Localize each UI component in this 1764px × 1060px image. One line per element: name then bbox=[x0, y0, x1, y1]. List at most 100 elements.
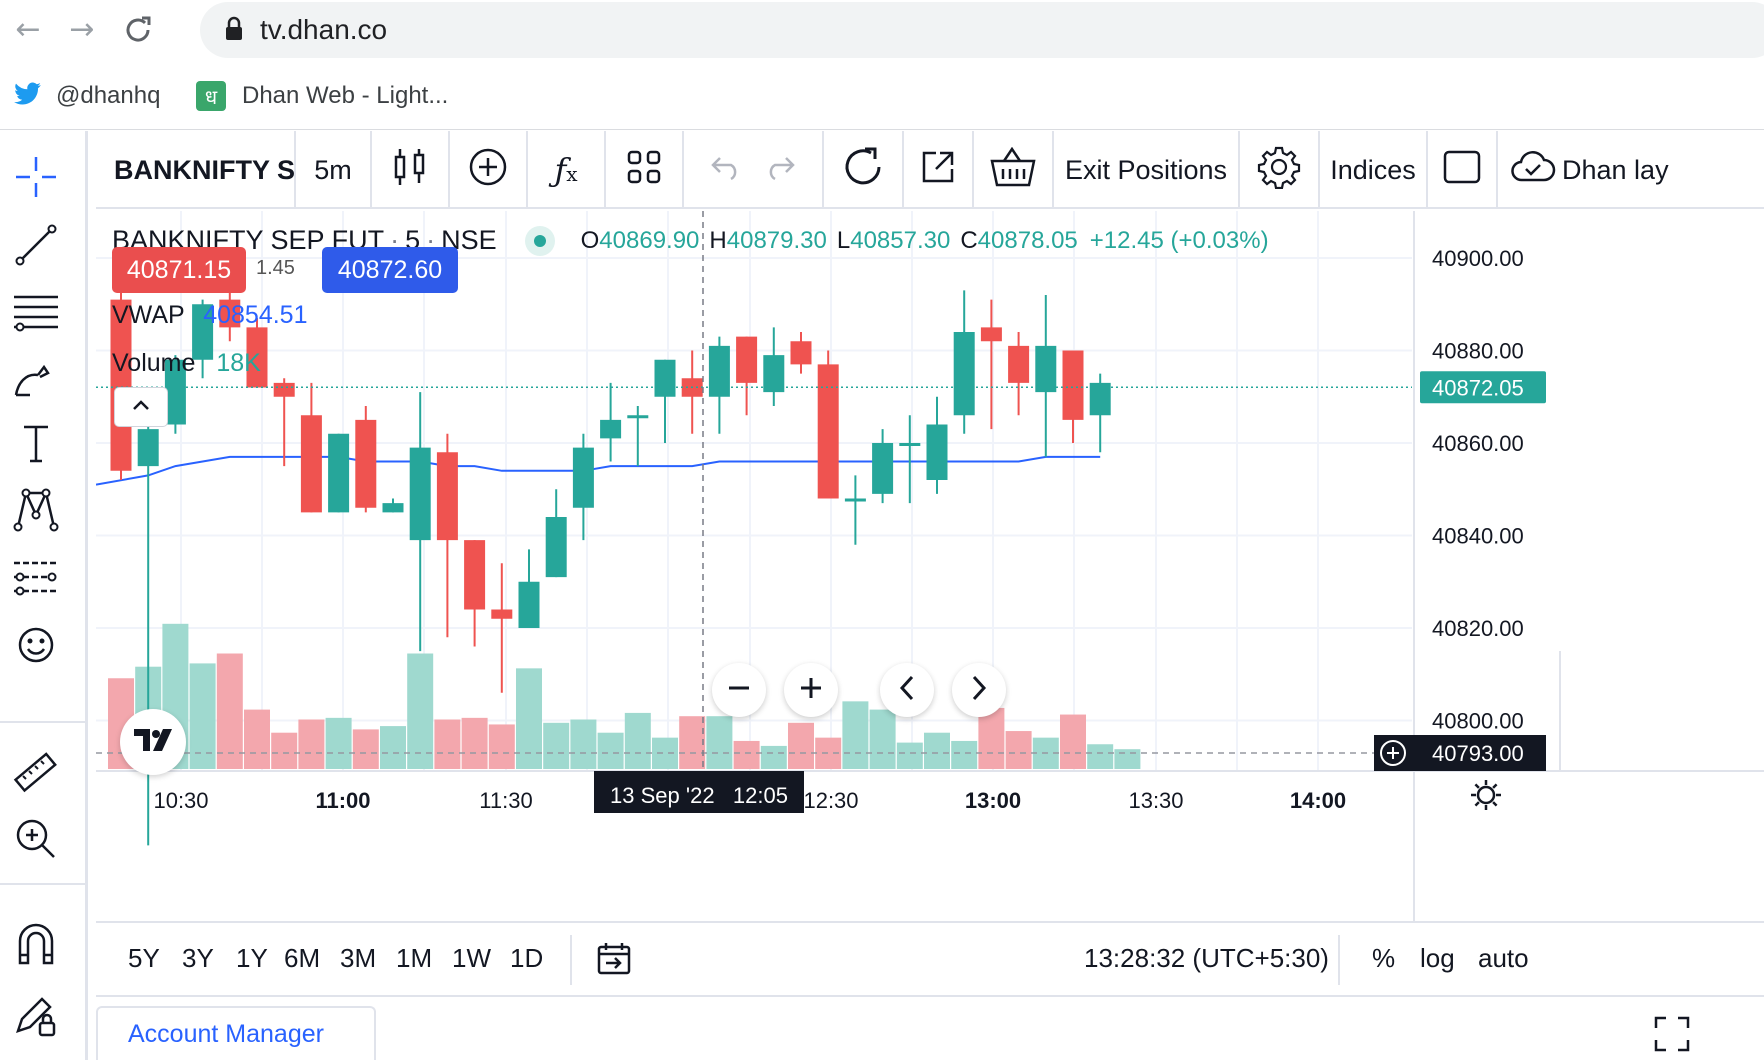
time-tick-label: 14:00 bbox=[1290, 788, 1346, 813]
forward-icon[interactable]: → bbox=[69, 12, 95, 47]
scroll-right-button[interactable] bbox=[952, 663, 1006, 717]
volume-bar bbox=[760, 745, 787, 769]
volume-bar bbox=[951, 740, 978, 769]
volume-bar bbox=[978, 707, 1005, 769]
range-1d[interactable]: 1D bbox=[510, 943, 544, 973]
candle-body bbox=[1089, 382, 1111, 416]
popout-button[interactable] bbox=[904, 131, 974, 209]
candle-body bbox=[736, 336, 758, 383]
range-3m[interactable]: 3M bbox=[340, 943, 377, 973]
settings-button[interactable] bbox=[1240, 131, 1320, 209]
range-1w[interactable]: 1W bbox=[452, 943, 491, 973]
volume-legend: Volume 18K bbox=[112, 349, 261, 378]
buy-button[interactable]: 40872.60 bbox=[322, 247, 458, 293]
last-price-tag bbox=[1420, 371, 1546, 404]
maximize-panel-icon[interactable] bbox=[1654, 1016, 1690, 1057]
emoji-icon[interactable] bbox=[12, 621, 60, 669]
templates-button[interactable] bbox=[606, 131, 684, 209]
percent-toggle[interactable]: % bbox=[1372, 943, 1396, 973]
url-text: tv.dhan.co bbox=[260, 14, 388, 45]
symbol-search-button[interactable]: BANKNIFTY S bbox=[96, 131, 296, 209]
address-bar[interactable]: tv.dhan.co bbox=[200, 2, 1764, 58]
legend-sep: · bbox=[426, 225, 436, 255]
candle-body bbox=[790, 341, 812, 365]
market-status-icon[interactable] bbox=[524, 225, 555, 256]
candle-body bbox=[817, 364, 839, 499]
prediction-icon[interactable] bbox=[12, 553, 60, 601]
price-tick-label: 40820.00 bbox=[1432, 616, 1524, 641]
vwap-label: VWAP bbox=[112, 301, 185, 329]
volume-bar bbox=[706, 716, 733, 769]
volume-bar bbox=[570, 719, 597, 769]
exit-positions-button[interactable]: Exit Positions bbox=[1054, 131, 1240, 209]
scroll-left-button[interactable] bbox=[880, 663, 934, 717]
last-price-label: 40872.05 bbox=[1432, 375, 1524, 400]
range-1m[interactable]: 1M bbox=[396, 943, 433, 973]
spread-value: 1.45 bbox=[256, 257, 295, 279]
volume-bar bbox=[434, 719, 461, 769]
interval-button[interactable]: 5m bbox=[296, 131, 372, 209]
price-tick-label: 40880.00 bbox=[1432, 339, 1524, 364]
chart-pane[interactable]: 40900.00 40880.00 40860.00 40840.00 40820.00… bbox=[95, 211, 1764, 921]
back-icon[interactable]: ← bbox=[15, 12, 41, 47]
zoom-in-button[interactable] bbox=[784, 663, 838, 717]
toolbar-divider bbox=[0, 883, 86, 885]
basket-button[interactable] bbox=[974, 131, 1054, 209]
lock-drawings-icon[interactable] bbox=[12, 991, 60, 1039]
crosshair-icon[interactable] bbox=[12, 153, 60, 201]
lock-icon bbox=[224, 16, 244, 47]
function-icon: ƒx bbox=[554, 151, 578, 189]
log-toggle[interactable]: log bbox=[1420, 943, 1455, 973]
bookmark-label: Dhan Web - Light... bbox=[242, 82, 449, 109]
candle-body bbox=[300, 415, 322, 513]
zoom-in-icon[interactable] bbox=[12, 815, 60, 863]
candle-body bbox=[219, 299, 241, 328]
zoom-out-button[interactable] bbox=[712, 663, 766, 717]
volume-bar bbox=[1005, 731, 1032, 769]
range-3y[interactable]: 3Y bbox=[182, 943, 214, 973]
volume-bar bbox=[652, 737, 678, 769]
volume-bar bbox=[1114, 749, 1141, 769]
bookmark-dhan-web[interactable]: ध Dhan Web - Light... bbox=[196, 78, 448, 114]
clock-timezone[interactable]: 13:28:32 (UTC+5:30) bbox=[1084, 943, 1329, 973]
axis-settings-icon[interactable] bbox=[1471, 780, 1501, 810]
range-5y[interactable]: 5Y bbox=[128, 943, 160, 973]
undo-redo-group bbox=[684, 131, 824, 209]
close-value: 40878.05 bbox=[977, 226, 1078, 254]
layout-save-button[interactable]: Dhan lay bbox=[1498, 131, 1764, 209]
sell-button[interactable]: 40871.15 bbox=[112, 247, 246, 293]
price-chart[interactable]: 40900.00 40880.00 40860.00 40840.00 40820.00… bbox=[95, 211, 1764, 921]
candle-body bbox=[627, 415, 649, 419]
chart-type-button[interactable] bbox=[372, 131, 450, 209]
text-tool-icon[interactable] bbox=[12, 419, 60, 467]
undo-icon[interactable] bbox=[710, 154, 742, 187]
indicators-button[interactable]: ƒx bbox=[528, 131, 606, 209]
indices-button[interactable]: Indices bbox=[1320, 131, 1428, 209]
crosshair-time-tag bbox=[594, 771, 804, 813]
bookmark-label: @dhanhq bbox=[56, 82, 161, 109]
range-6m[interactable]: 6M bbox=[284, 943, 321, 973]
redo-icon[interactable] bbox=[764, 154, 796, 187]
auto-toggle[interactable]: auto bbox=[1478, 943, 1529, 973]
fullscreen-toggle-button[interactable] bbox=[1428, 131, 1498, 209]
minus-icon bbox=[727, 676, 751, 705]
pattern-icon[interactable] bbox=[12, 485, 60, 533]
trend-line-icon[interactable] bbox=[12, 221, 60, 269]
go-to-date-icon[interactable] bbox=[596, 941, 632, 982]
collapse-legend-button[interactable] bbox=[114, 387, 168, 427]
brush-icon[interactable] bbox=[12, 353, 60, 401]
reload-icon[interactable] bbox=[118, 10, 158, 50]
high-value: 40879.30 bbox=[726, 226, 827, 254]
compare-button[interactable] bbox=[450, 131, 528, 209]
fib-retracement-icon[interactable] bbox=[12, 287, 60, 335]
refresh-button[interactable] bbox=[824, 131, 904, 209]
twitter-icon bbox=[14, 82, 42, 110]
tradingview-logo[interactable] bbox=[120, 709, 186, 775]
volume-bar bbox=[516, 668, 542, 769]
toolbar-divider bbox=[0, 721, 86, 723]
ruler-icon[interactable] bbox=[12, 749, 60, 797]
range-1y[interactable]: 1Y bbox=[236, 943, 268, 973]
account-manager-tab[interactable]: Account Manager bbox=[96, 1006, 376, 1060]
bookmark-twitter[interactable]: @dhanhq bbox=[14, 78, 160, 114]
magnet-icon[interactable] bbox=[12, 921, 60, 969]
